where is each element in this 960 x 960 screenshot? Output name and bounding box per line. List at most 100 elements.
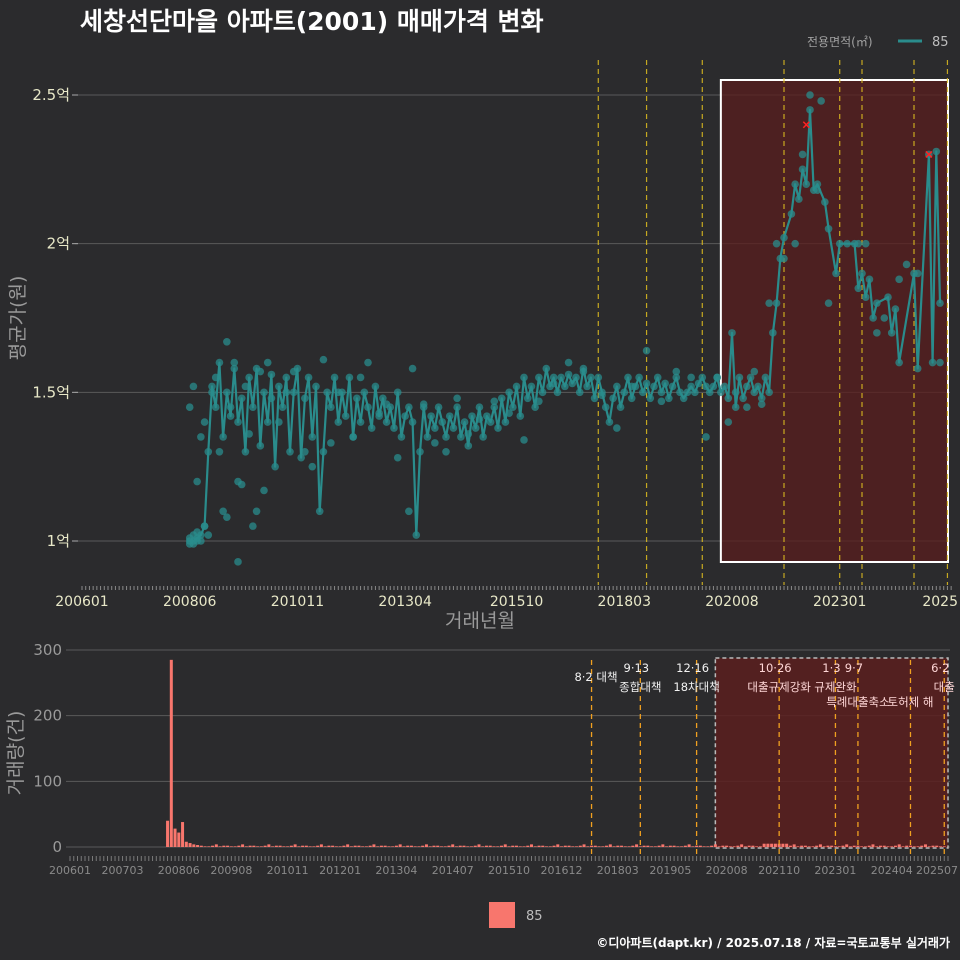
price-point <box>341 412 350 420</box>
volume-bar <box>586 846 590 847</box>
price-point <box>932 147 941 156</box>
price-point <box>817 97 825 105</box>
price-point <box>731 403 740 412</box>
price-point <box>657 388 666 397</box>
volume-bar <box>638 846 642 847</box>
volume-bar <box>931 845 935 847</box>
volume-bar <box>379 845 383 847</box>
volume-bar <box>845 844 849 847</box>
volume-bar <box>342 845 346 847</box>
volume-bar <box>361 846 365 847</box>
volume-bar <box>304 845 308 847</box>
price-point <box>861 293 870 301</box>
legend-entry-85: 85 <box>932 35 949 50</box>
price-point <box>512 382 521 391</box>
price-point <box>241 448 250 456</box>
volume-bar <box>376 846 380 847</box>
price-point <box>434 403 443 412</box>
price-point <box>330 373 339 382</box>
price-point <box>676 388 684 397</box>
volume-ytick-label: 300 <box>33 641 62 659</box>
price-point <box>275 418 283 426</box>
volume-bar <box>278 845 282 847</box>
price-point <box>334 418 343 426</box>
volume-bar <box>211 845 215 847</box>
price-point <box>405 403 413 412</box>
volume-x-ticks: 200601 200703 200806 200908 201011 201201 2013… <box>49 856 958 877</box>
price-point <box>349 433 357 441</box>
volume-bar <box>207 846 211 847</box>
price-point <box>661 379 669 388</box>
price-point <box>241 382 250 391</box>
price-point <box>928 358 937 367</box>
volume-bar <box>417 846 421 847</box>
main-xtick-label: 200601 <box>55 594 108 610</box>
price-point <box>230 364 239 373</box>
price-point <box>806 91 814 99</box>
annotation-label: 10·26 <box>759 661 792 675</box>
volume-bar <box>394 845 398 847</box>
volume-bar <box>173 828 177 847</box>
volume-bar <box>593 845 597 847</box>
volume-bar <box>747 845 751 847</box>
main-policy-lines <box>597 60 949 585</box>
volume-bar <box>545 846 549 847</box>
volume-bar <box>188 843 192 847</box>
price-point <box>535 373 543 382</box>
price-point <box>642 346 651 355</box>
annotation-sub: 종합대책 <box>619 680 661 694</box>
price-point <box>757 394 766 403</box>
main-y-ticks: 1억 1.5억 2억 2.5억 <box>32 86 78 550</box>
price-point <box>709 382 718 391</box>
volume-bar <box>826 845 830 847</box>
volume-bar <box>871 844 875 847</box>
price-point <box>345 373 354 382</box>
volume-bar <box>214 844 218 847</box>
volume-bar <box>488 845 492 847</box>
volume-bar <box>308 846 312 847</box>
volume-bar <box>537 845 541 847</box>
price-point <box>657 397 666 406</box>
volume-bar <box>552 845 556 847</box>
volume-bar <box>650 846 654 847</box>
price-point <box>464 442 473 450</box>
volume-bar <box>785 843 789 847</box>
price-point <box>776 254 785 263</box>
volume-bar <box>181 822 185 847</box>
price-point <box>750 367 759 376</box>
main-xtick-label: 202008 <box>705 594 758 610</box>
volume-bar <box>721 845 725 847</box>
annotation-sub: 대출규제강화 <box>747 680 811 694</box>
volume-bar <box>466 846 470 847</box>
price-point <box>564 370 573 379</box>
price-point <box>204 531 213 539</box>
price-point <box>297 453 305 462</box>
price-point <box>880 314 889 322</box>
price-point <box>746 373 755 382</box>
annotation-label: 8·2 대책 <box>574 670 617 684</box>
price-point <box>850 239 859 248</box>
volume-bar <box>387 846 391 847</box>
price-point <box>724 418 733 426</box>
price-point <box>442 433 450 441</box>
volume-bar <box>605 845 609 847</box>
price-point <box>271 462 279 471</box>
price-point <box>687 382 695 391</box>
price-point <box>865 275 874 284</box>
volume-bar <box>252 845 256 847</box>
price-point <box>743 382 751 391</box>
price-point <box>442 448 450 456</box>
price-point <box>587 373 595 382</box>
volume-bar <box>567 845 571 847</box>
price-point <box>275 382 283 391</box>
volume-bar <box>882 845 886 847</box>
price-point <box>412 531 421 539</box>
main-xtick-label: 201510 <box>490 594 543 610</box>
price-point <box>364 358 372 367</box>
volume-bar <box>770 843 774 847</box>
price-point <box>338 388 346 397</box>
volume-bar <box>447 845 451 847</box>
volume-xtick-label: 200601 <box>49 864 91 877</box>
volume-bar <box>541 845 545 847</box>
price-point <box>486 418 495 426</box>
